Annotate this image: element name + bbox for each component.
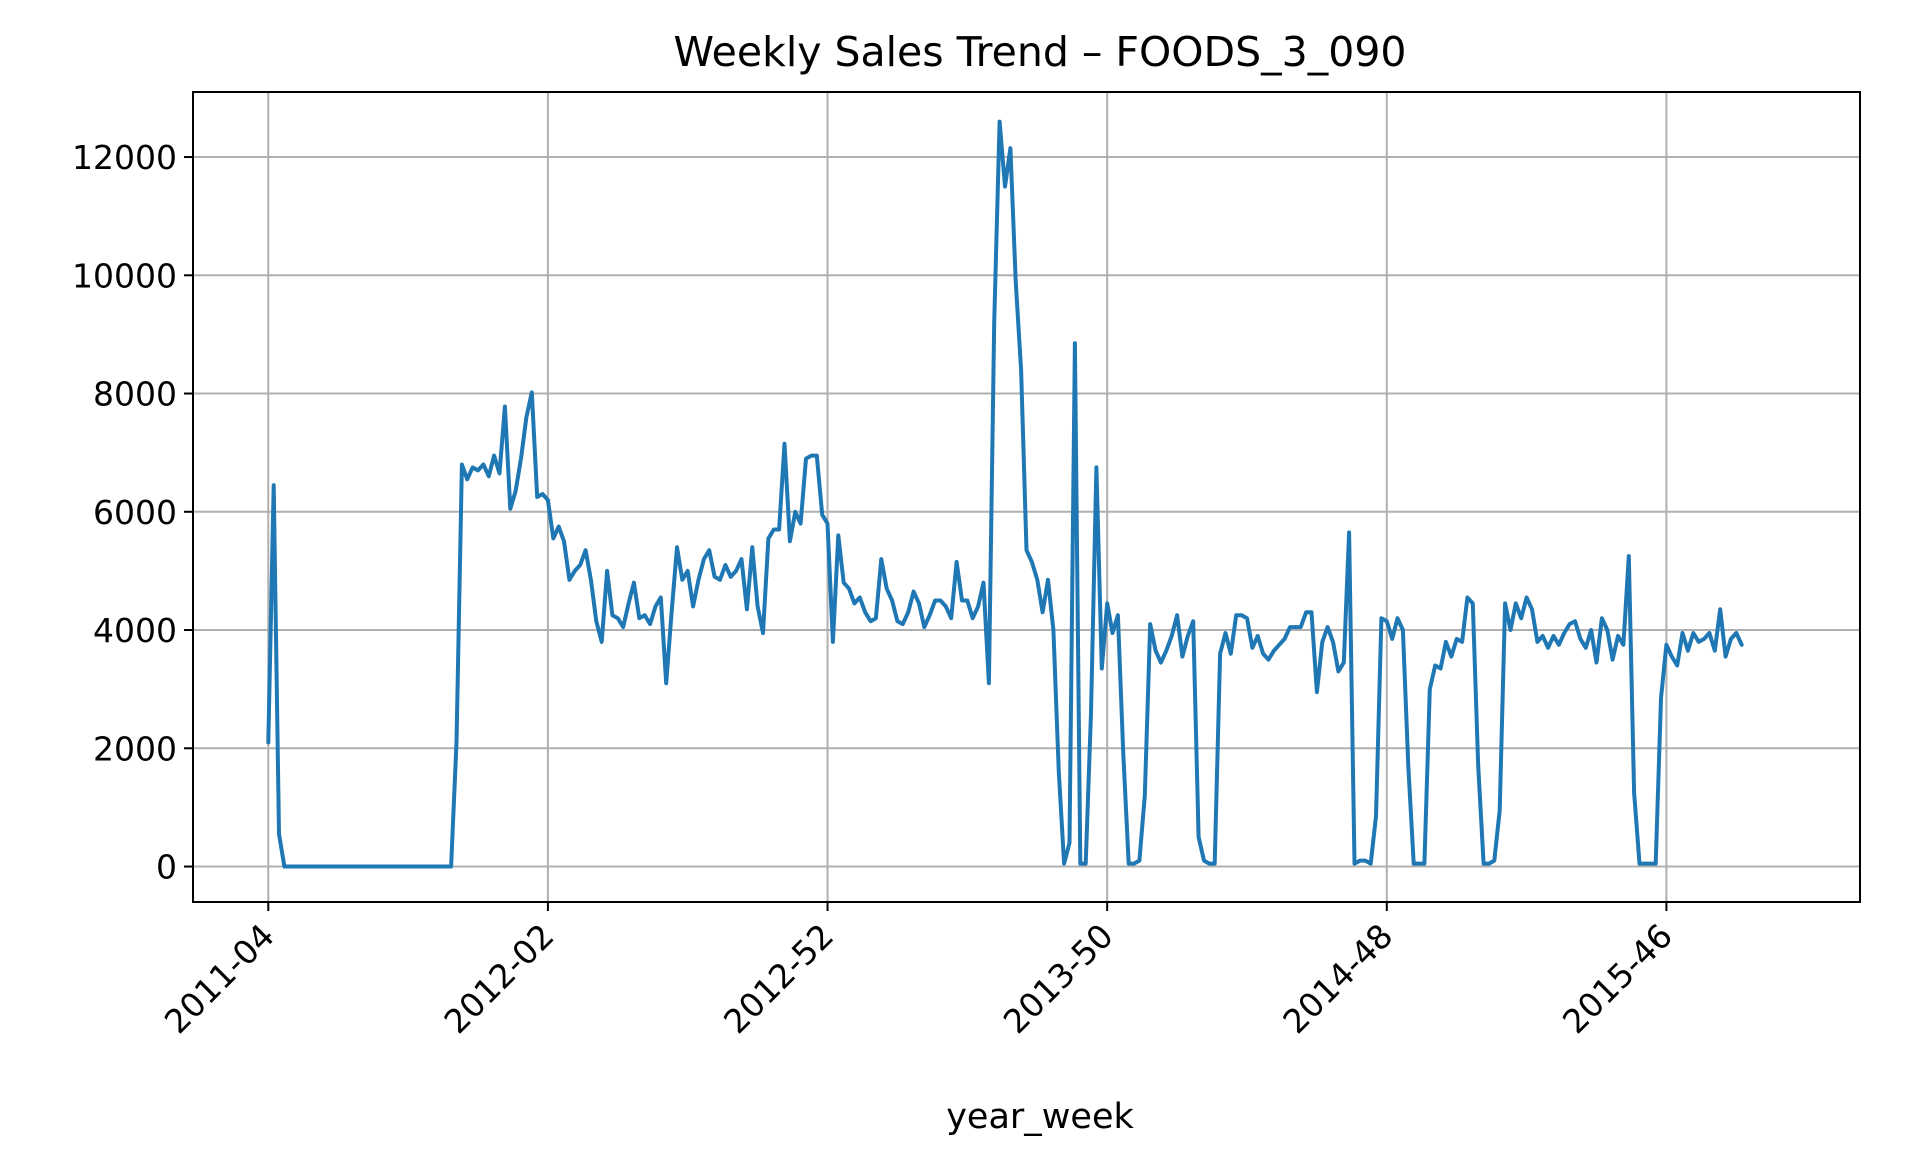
grid-lines	[193, 92, 1860, 902]
chart-title: Weekly Sales Trend – FOODS_3_090	[673, 28, 1406, 76]
x-axis-label: year_week	[946, 1097, 1134, 1137]
y-tick-label: 4000	[93, 611, 177, 650]
x-tick-label: 2012-52	[716, 916, 841, 1041]
x-tick-label: 2011-04	[157, 916, 282, 1041]
series-line	[266, 119, 1744, 869]
plot-area-frame	[192, 91, 1861, 903]
y-tick-label: 0	[156, 848, 177, 887]
y-tick-label: 2000	[93, 729, 177, 768]
x-tick-label: 2012-02	[436, 916, 561, 1041]
x-tick-label: 2014-48	[1275, 916, 1400, 1041]
y-tick-label: 6000	[93, 493, 177, 532]
axis-ticks: 0 2000 4000 6000 8000 10000 12000 2011-04 2012-0…	[72, 138, 1680, 1041]
y-tick-label: 8000	[93, 375, 177, 414]
y-tick-label: 10000	[72, 256, 177, 295]
x-tick-label: 2013-50	[996, 916, 1121, 1041]
x-tick-label: 2015-46	[1555, 916, 1680, 1041]
y-tick-label: 12000	[72, 138, 177, 177]
